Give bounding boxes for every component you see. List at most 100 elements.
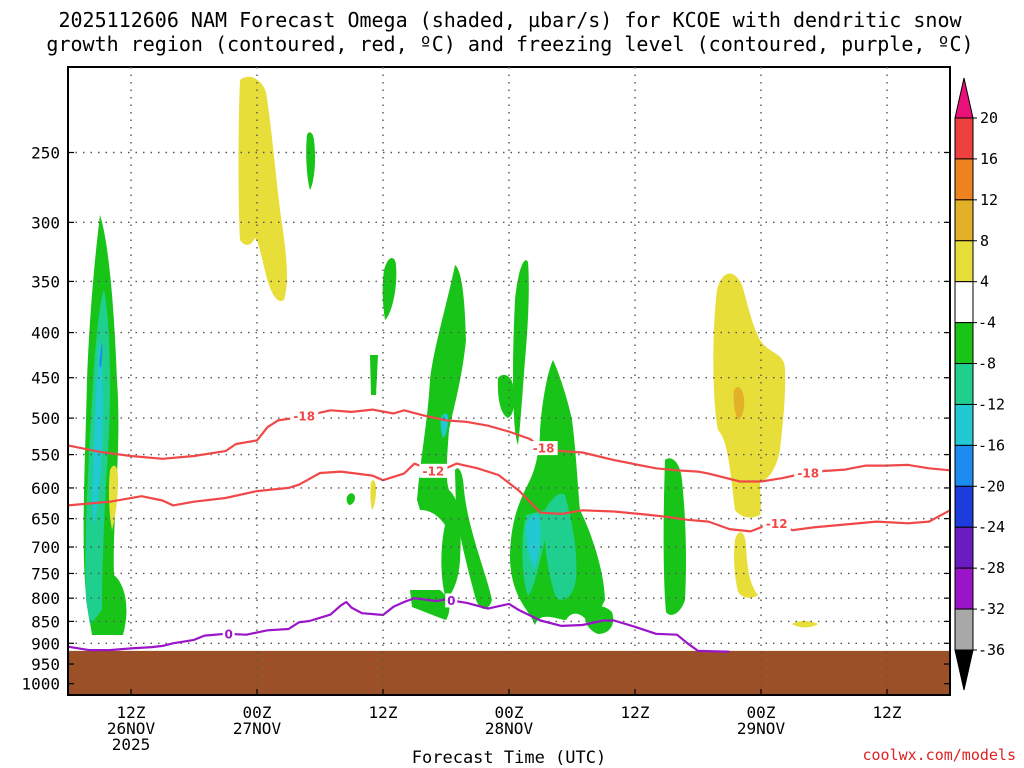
x-tick-label-3-0: 00Z	[495, 703, 524, 722]
colorbar-swatch-1	[954, 158, 974, 201]
colorbar-label-10: -24	[978, 518, 1005, 536]
omega-area-yellow	[370, 480, 376, 510]
y-tick-label-550: 550	[31, 446, 60, 465]
colorbar-swatch-9	[954, 485, 974, 528]
y-tick-label-900: 900	[31, 634, 60, 653]
y-tick-label-300: 300	[31, 213, 60, 232]
omega-area-green	[455, 468, 492, 609]
contour-label-0C-0: 0	[224, 627, 232, 641]
omega-area-blue	[99, 343, 103, 368]
colorbar-swatch-3	[954, 240, 974, 283]
y-tick-label-600: 600	[31, 479, 60, 498]
contour-label-bg--12C-0	[419, 463, 448, 478]
contour-label-bg--18C-1	[529, 441, 558, 456]
omega-area-green	[584, 606, 614, 634]
colorbar-top-arrow	[954, 77, 974, 119]
x-tick-label-5-0: 00Z	[747, 703, 776, 722]
colorbar-label-12: -32	[978, 600, 1005, 618]
y-tick-label-650: 650	[31, 510, 60, 529]
omega-area-yellow	[108, 465, 118, 530]
x-tick-label-1-1: 27NOV	[233, 719, 282, 738]
colorbar-label-0: 20	[980, 109, 998, 127]
x-tick-label-2-0: 12Z	[369, 703, 398, 722]
y-tick-label-700: 700	[31, 538, 60, 557]
omega-area-green	[382, 258, 397, 320]
contour-label--18C-0: -18	[293, 410, 315, 424]
colorbar-label-2: 12	[980, 191, 998, 209]
omega-area-cyan	[526, 514, 541, 570]
y-tick-label-800: 800	[31, 589, 60, 608]
colorbar-swatch-6	[954, 363, 974, 405]
contour-label-0C-1: 0	[447, 594, 455, 608]
omega-area-green	[663, 458, 686, 615]
colorbar-swatch-2	[954, 199, 974, 242]
omega-area-green	[417, 265, 466, 600]
contour-label-bg--18C-0	[290, 409, 319, 424]
colorbar-label-13: -36	[978, 641, 1005, 659]
colorbar-label-9: -20	[978, 477, 1005, 495]
colorbar-label-4: 4	[980, 273, 989, 291]
x-axis-label: Forecast Time (UTC)	[412, 748, 606, 768]
x-tick-label-4-0: 12Z	[621, 703, 650, 722]
contour-label-bg-0C-0	[222, 626, 235, 641]
colorbar-swatch-4	[954, 281, 974, 324]
y-tick-label-450: 450	[31, 369, 60, 388]
contour-label--18C-1: -18	[533, 442, 555, 456]
omega-area-cyan	[92, 340, 103, 525]
omega-area-yellow	[792, 621, 818, 628]
omega-area-orange	[733, 386, 745, 420]
omega-shading	[83, 76, 818, 635]
x-tick-label-6-0: 12Z	[873, 703, 902, 722]
y-tick-label-950: 950	[31, 655, 60, 674]
colorbar-label-7: -12	[978, 395, 1005, 413]
y-tick-label-850: 850	[31, 612, 60, 631]
y-tick-label-350: 350	[31, 272, 60, 291]
y-tick-label-750: 750	[31, 564, 60, 583]
colorbar-label-6: -8	[978, 355, 996, 373]
contour-label--12C-1: -12	[766, 517, 788, 531]
contour-label--12C-0: -12	[423, 464, 445, 478]
omega-area-green	[370, 355, 378, 395]
contour-label-bg--18C-2	[794, 465, 823, 480]
colorbar-swatch-0	[954, 117, 974, 160]
colorbar-swatch-12	[954, 608, 974, 651]
x-tick-label-5-1: 29NOV	[737, 719, 786, 738]
omega-area-yellow	[238, 76, 287, 301]
omega-area-green	[346, 493, 355, 505]
contour-label--18C-2: -18	[797, 466, 819, 480]
x-tick-label-0-2: 2025	[112, 735, 151, 754]
chart-title-line-2: growth region (contoured, red, ºC) and f…	[46, 32, 973, 56]
colorbar-swatch-10	[954, 526, 974, 569]
credit-text: coolwx.com/models	[862, 746, 1016, 764]
x-tick-label-1-0: 00Z	[243, 703, 272, 722]
colorbar-label-8: -16	[978, 436, 1005, 454]
chart-title-line-1: 2025112606 NAM Forecast Omega (shaded, µ…	[58, 8, 962, 32]
colorbar-swatch-7	[954, 403, 974, 446]
omega-area-green	[410, 590, 450, 620]
y-tick-label-400: 400	[31, 324, 60, 343]
colorbar-label-3: 8	[980, 232, 989, 250]
x-tick-label-0-0: 12Z	[117, 703, 146, 722]
ground-surface	[68, 650, 950, 695]
colorbar-swatch-11	[954, 567, 974, 610]
y-tick-label-1000: 1000	[21, 675, 60, 694]
colorbar-label-5: -4	[978, 314, 996, 332]
y-tick-label-250: 250	[31, 143, 60, 162]
colorbar: 20 16 12 8 4 -4 -8 -12 -16 -20 -24 -28 -32 -36	[954, 77, 1005, 691]
omega-area-yellow	[713, 273, 786, 518]
y-tick-label-500: 500	[31, 409, 60, 428]
omega-area-green	[306, 132, 316, 190]
colorbar-bottom-arrow	[954, 649, 974, 691]
y-axis: 250 300 350 400 450 500 550 600 650 700 750 800 850 9…	[21, 143, 950, 694]
colorbar-label-1: 16	[980, 150, 998, 168]
contour-label-bg--12C-1	[762, 516, 791, 531]
x-tick-label-3-1: 28NOV	[485, 719, 534, 738]
colorbar-swatch-8	[954, 444, 974, 487]
contour-label-bg-0C-1	[445, 593, 458, 608]
omega-area-yellow	[734, 532, 758, 598]
omega-area-green	[497, 374, 514, 418]
colorbar-swatch-5	[954, 322, 974, 365]
omega-area-green	[513, 260, 529, 445]
